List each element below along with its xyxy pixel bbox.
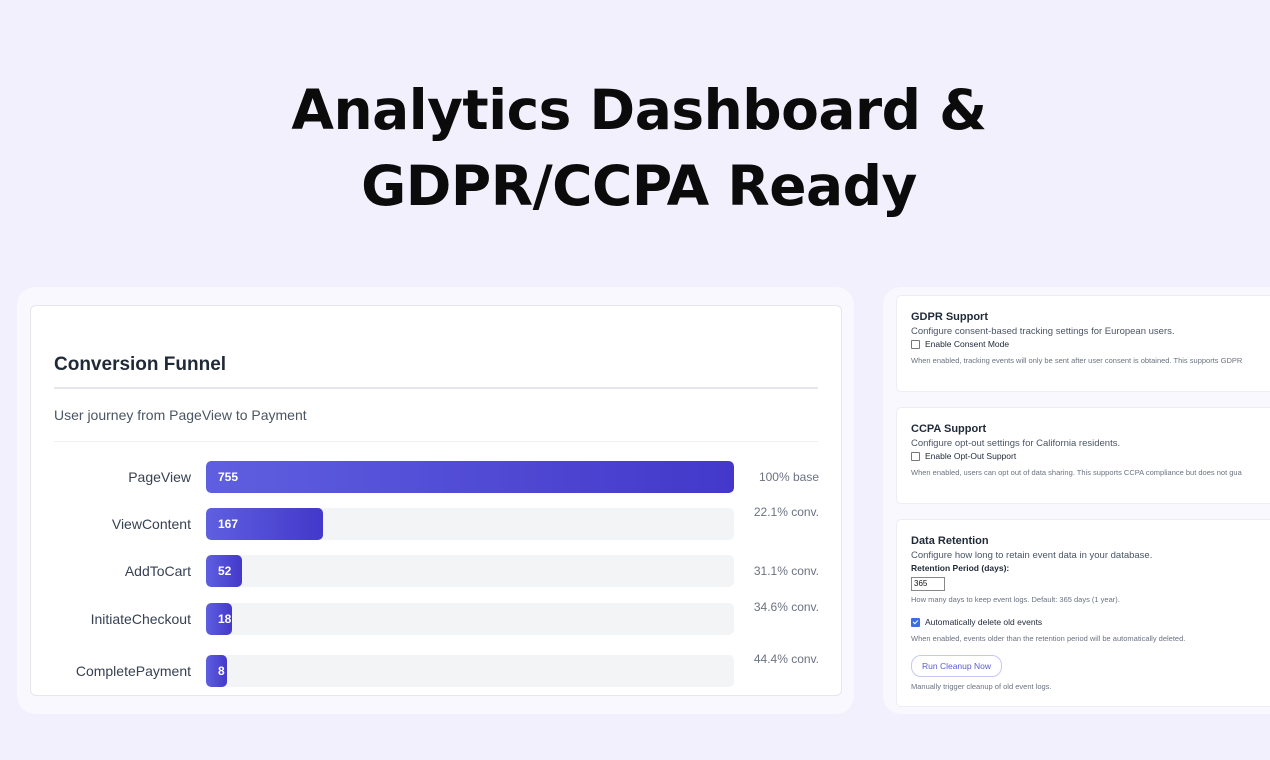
funnel-stage-label: ViewContent xyxy=(111,516,191,532)
enable-consent-mode-checkbox[interactable]: Enable Consent Mode xyxy=(911,339,1009,349)
funnel-count: 52 xyxy=(218,564,232,578)
funnel-bar: 18 xyxy=(206,603,233,635)
funnel-count: 18 xyxy=(218,612,232,626)
funnel-bar: 8 xyxy=(206,655,228,687)
funnel-bar-track: 167 xyxy=(206,508,734,540)
checkbox-icon[interactable] xyxy=(911,451,920,461)
retention-description: Configure how long to retain event data … xyxy=(911,550,1153,561)
funnel-row-viewcontent: ViewContent 167 22.1% conv. xyxy=(31,505,841,540)
retention-title: Data Retention xyxy=(911,535,989,547)
funnel-conversion: 44.4% conv. xyxy=(753,652,819,666)
funnel-bar: 52 xyxy=(206,555,243,587)
funnel-panel: Conversion Funnel User journey from Page… xyxy=(17,287,854,714)
funnel-bar-track: 18 xyxy=(206,603,734,635)
funnel-stage-label: CompletePayment xyxy=(75,663,191,679)
divider xyxy=(54,387,818,389)
funnel-row-pageview: PageView 755 100% base xyxy=(31,461,841,493)
data-retention-card: Data Retention Configure how long to ret… xyxy=(896,519,1270,707)
retention-period-label: Retention Period (days): xyxy=(911,563,1010,573)
enable-opt-out-checkbox[interactable]: Enable Opt-Out Support xyxy=(911,451,1016,461)
ccpa-description: Configure opt-out settings for Californi… xyxy=(911,438,1121,449)
funnel-subtitle: User journey from PageView to Payment xyxy=(54,407,307,423)
funnel-conversion: 34.6% conv. xyxy=(753,600,819,614)
funnel-conversion: 100% base xyxy=(758,470,819,484)
funnel-row-completepayment: CompletePayment 8 44.4% conv. xyxy=(31,652,841,687)
funnel-stage-label: InitiateCheckout xyxy=(90,611,191,627)
funnel-count: 8 xyxy=(218,664,225,678)
cleanup-note: Manually trigger cleanup of old event lo… xyxy=(911,682,1052,691)
funnel-row-addtocart: AddToCart 52 31.1% conv. xyxy=(31,555,841,587)
funnel-conversion: 22.1% conv. xyxy=(753,505,819,519)
auto-delete-note: When enabled, events older than the rete… xyxy=(911,634,1186,643)
funnel-stage-label: PageView xyxy=(128,469,191,485)
funnel-count: 167 xyxy=(218,517,239,531)
gdpr-description: Configure consent-based tracking setting… xyxy=(911,326,1175,337)
funnel-bar-track: 755 xyxy=(206,461,734,493)
hero-line-1: Analytics Dashboard & xyxy=(291,78,987,142)
ccpa-card: CCPA Support Configure opt-out settings … xyxy=(896,407,1270,504)
checkbox-label: Enable Consent Mode xyxy=(925,339,1010,349)
funnel-count: 755 xyxy=(218,470,239,484)
funnel-bar: 755 xyxy=(206,461,734,493)
funnel-stage-label: AddToCart xyxy=(124,563,191,579)
funnel-conversion: 31.1% conv. xyxy=(753,564,819,578)
funnel-title: Conversion Funnel xyxy=(54,354,227,375)
retention-period-input[interactable]: 365 xyxy=(911,577,945,591)
gdpr-card: GDPR Support Configure consent-based tra… xyxy=(896,295,1270,392)
conversion-funnel-card: Conversion Funnel User journey from Page… xyxy=(30,305,842,696)
funnel-row-initiatecheckout: InitiateCheckout 18 34.6% conv. xyxy=(31,600,841,635)
funnel-bar: 167 xyxy=(206,508,323,540)
privacy-settings-panel: GDPR Support Configure consent-based tra… xyxy=(883,287,1270,714)
checkbox-label: Automatically delete old events xyxy=(925,617,1043,627)
checkbox-label: Enable Opt-Out Support xyxy=(925,451,1017,461)
ccpa-note: When enabled, users can opt out of data … xyxy=(911,468,1242,477)
funnel-bar-track: 8 xyxy=(206,655,734,687)
hero-line-2: GDPR/CCPA Ready xyxy=(361,154,917,218)
hero-title: Analytics Dashboard & GDPR/CCPA Ready xyxy=(0,72,1270,224)
divider xyxy=(54,441,818,442)
gdpr-title: GDPR Support xyxy=(911,311,988,323)
auto-delete-checkbox[interactable]: Automatically delete old events xyxy=(911,617,1042,627)
run-cleanup-button[interactable]: Run Cleanup Now xyxy=(911,655,1002,677)
checkbox-checked-icon[interactable] xyxy=(911,617,920,627)
retention-period-note: How many days to keep event logs. Defaul… xyxy=(911,595,1120,604)
ccpa-title: CCPA Support xyxy=(911,423,987,435)
funnel-bar-track: 52 xyxy=(206,555,734,587)
gdpr-note: When enabled, tracking events will only … xyxy=(911,356,1243,365)
checkbox-icon[interactable] xyxy=(911,339,920,349)
